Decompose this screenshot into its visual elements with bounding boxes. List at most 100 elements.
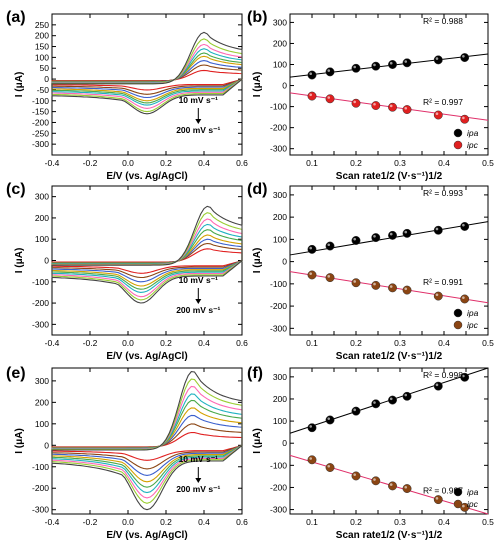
data-point (402, 228, 412, 238)
x-tick-label: 0.2 (350, 158, 362, 168)
legend-marker (453, 320, 463, 330)
y-tick-label: 0 (282, 257, 287, 267)
point-highlight (353, 100, 357, 104)
point-highlight (353, 473, 357, 476)
data-point (307, 70, 317, 80)
y-tick-label: -200 (270, 123, 287, 133)
data-point (371, 61, 381, 71)
point-highlight (309, 272, 313, 275)
point-highlight (435, 112, 439, 116)
y-tick-label: -100 (32, 277, 49, 287)
y-tick-label: 150 (35, 42, 49, 52)
point-highlight (327, 69, 331, 72)
x-axis-label: E/V (vs. Ag/AgCl) (106, 171, 187, 182)
y-tick-label: 200 (273, 212, 287, 222)
point-highlight (404, 106, 408, 110)
x-tick-label: 0.1 (306, 338, 318, 348)
data-point (433, 110, 443, 120)
point-highlight (389, 397, 393, 401)
panel-label: (f) (247, 365, 263, 382)
panel-4: (d) 0.1 0.2 0.3 0.4 0.5 -300 -200 -100 0 100 200 300… (247, 181, 494, 362)
legend-label: ipc (467, 499, 479, 509)
y-tick-label: -300 (270, 323, 287, 333)
x-axis-label: E/V (vs. Ag/AgCl) (106, 530, 187, 541)
annotation-scan-rate-high: 200 mV s⁻¹ (176, 305, 220, 315)
panel-label: (c) (6, 181, 26, 198)
data-point (325, 241, 335, 251)
plot-frame (289, 367, 489, 515)
point-highlight (327, 275, 331, 278)
annotation-scan-rate-high: 200 mV s⁻¹ (176, 484, 220, 494)
y-axis-label: I (μA) (14, 72, 25, 98)
y-tick-label: -250 (32, 128, 49, 138)
y-tick-label: 0 (282, 81, 287, 91)
point-highlight (309, 93, 313, 97)
plot-frame (289, 13, 489, 156)
point-highlight (373, 401, 376, 404)
x-tick-label: 0.2 (350, 517, 362, 527)
y-axis-label: I (μA) (14, 428, 25, 454)
x-tick-label: 0.4 (438, 338, 450, 348)
y-tick-label: 100 (273, 416, 287, 426)
y-tick-label: -300 (32, 139, 49, 149)
data-point (307, 270, 317, 280)
point-highlight (404, 230, 408, 234)
x-tick-label: 0.1 (306, 158, 318, 168)
y-tick-label: -100 (270, 460, 287, 470)
point-highlight (462, 116, 465, 120)
panel-1: (a)-0.4 -0.2 0.0 0.2 0.4 0.6-300-250-200-150-… (6, 9, 248, 182)
legend-marker (453, 128, 463, 138)
point-highlight (404, 60, 408, 63)
data-point (402, 105, 412, 114)
point-highlight (435, 293, 439, 297)
x-axis-label: Scan rate1/2 (V·s⁻¹)1/2 (336, 351, 443, 362)
data-point (351, 278, 361, 288)
y-tick-label: -300 (32, 505, 49, 515)
point-highlight (435, 383, 439, 387)
y-tick-label: 100 (35, 234, 49, 244)
data-point (307, 244, 317, 254)
x-tick-label: 0.2 (160, 517, 172, 527)
y-tick-label: 200 (35, 213, 49, 223)
x-tick-label: 0.6 (236, 338, 248, 348)
cv-curve (51, 212, 243, 301)
annotation-scan-rate-low: 10 mV s⁻¹ (179, 275, 219, 285)
x-tick-label: 0.2 (160, 158, 172, 168)
panel-6: (f) 0.1 0.2 0.3 0.4 0.5 -300 -200 -100 0 100 200 300… (247, 365, 494, 541)
y-tick-label: 100 (35, 52, 49, 62)
y-tick-label: 300 (273, 190, 287, 200)
x-tick-label: 0.4 (198, 517, 210, 527)
y-tick-label: -200 (32, 117, 49, 127)
x-tick-label: -0.2 (83, 338, 98, 348)
y-tick-label: -300 (270, 505, 287, 515)
point-highlight (435, 497, 439, 500)
plot-frame (289, 185, 489, 336)
cv-curve (51, 205, 243, 304)
arrow-head (195, 299, 202, 304)
y-tick-label: 200 (273, 38, 287, 48)
x-tick-label: -0.4 (45, 158, 60, 168)
data-point (351, 406, 361, 416)
data-point (460, 294, 470, 304)
data-point (325, 415, 335, 425)
annotation-scan-rate-low: 10 mV s⁻¹ (179, 454, 219, 464)
point-highlight (327, 243, 331, 247)
point-highlight (353, 280, 357, 283)
point-highlight (353, 408, 357, 412)
point-highlight (462, 374, 465, 378)
y-tick-label: 0 (44, 256, 49, 266)
point-highlight (404, 485, 408, 489)
legend-label: ipa (467, 487, 479, 497)
x-tick-label: 0.2 (160, 338, 172, 348)
data-point (325, 273, 335, 283)
legend-label: ipa (467, 128, 479, 138)
data-point (307, 423, 317, 433)
y-tick-label: -200 (270, 301, 287, 311)
point-highlight (462, 296, 465, 299)
y-tick-label: -100 (270, 279, 287, 289)
x-tick-label: 0.5 (482, 158, 494, 168)
point-highlight (373, 102, 376, 106)
panel-2: (b) 0.1 0.2 0.3 0.4 0.5 -300 -200 -100 0 100 200 300… (247, 9, 494, 182)
y-tick-label: 100 (273, 60, 287, 70)
point-highlight (327, 417, 331, 420)
